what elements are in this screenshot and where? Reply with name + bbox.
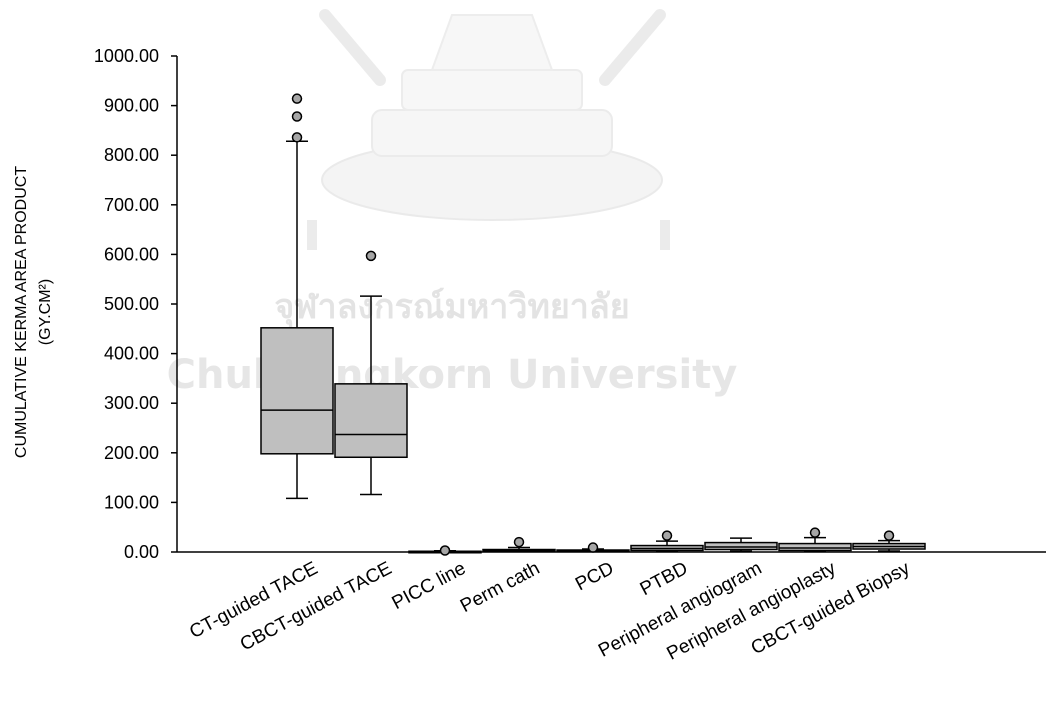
box-series xyxy=(260,93,926,556)
box-iqr xyxy=(334,383,408,459)
outlier-point xyxy=(291,93,303,104)
y-tick-label: 1000.00 xyxy=(94,46,159,66)
outlier-point xyxy=(809,527,821,538)
box-4 xyxy=(482,536,556,553)
y-tick-label: 700.00 xyxy=(104,195,159,215)
box-2 xyxy=(334,250,408,496)
x-tick-label: PTBD xyxy=(637,558,692,600)
x-tick-label: Perm cath xyxy=(457,558,543,617)
university-seal xyxy=(307,9,670,250)
outlier-point xyxy=(439,545,451,556)
box-5 xyxy=(556,542,630,553)
x-tick-label: PICC line xyxy=(389,558,470,614)
outlier-point xyxy=(513,536,525,548)
y-ticks: 0.00 100.00 200.00 300.00 400.00 500.00 600.00… xyxy=(94,46,177,562)
y-tick-label: 500.00 xyxy=(104,294,159,314)
y-axis-label-line1: CUMULATIVE KERMA AREA PRODUCT xyxy=(13,166,30,458)
watermark-english-text: Chulalongkorn University xyxy=(167,352,738,398)
box-1 xyxy=(260,93,334,500)
y-tick-label: 600.00 xyxy=(104,244,159,264)
y-axis-label-line2: (GY.CM²) xyxy=(37,279,54,345)
y-tick-label: 0.00 xyxy=(124,542,159,562)
y-tick-label: 100.00 xyxy=(104,492,159,512)
watermark: จุฬาลงกรณ์มหาวิทยาลัย Chulalongkorn Univ… xyxy=(167,9,738,398)
y-tick-label: 300.00 xyxy=(104,393,159,413)
box-7 xyxy=(704,537,778,552)
outlier-point xyxy=(883,530,895,541)
y-tick-label: 200.00 xyxy=(104,443,159,463)
outlier-point xyxy=(661,530,673,541)
y-tick-label: 900.00 xyxy=(104,96,159,116)
box-iqr xyxy=(778,542,852,552)
y-tick-label: 400.00 xyxy=(104,344,159,364)
box-iqr xyxy=(704,541,778,551)
box-6 xyxy=(630,530,704,553)
box-8 xyxy=(778,527,852,553)
box-9 xyxy=(852,530,926,552)
outlier-point xyxy=(291,111,303,122)
y-tick-label: 800.00 xyxy=(104,145,159,165)
watermark-thai-text: จุฬาลงกรณ์มหาวิทยาลัย xyxy=(274,287,629,328)
outlier-point xyxy=(291,132,303,143)
box-iqr xyxy=(260,327,334,455)
outlier-point xyxy=(587,542,599,553)
x-tick-label: PCD xyxy=(572,558,617,595)
box-3 xyxy=(408,545,482,556)
outlier-point xyxy=(365,250,377,262)
